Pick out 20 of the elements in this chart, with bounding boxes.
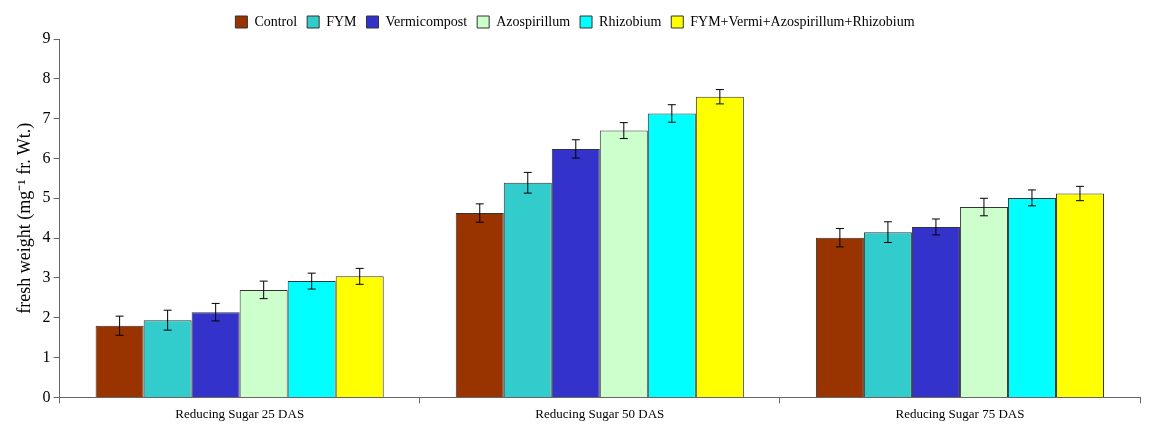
legend-label: FYM+Vermi+Azospirillum+Rhizobium <box>690 13 915 29</box>
y-tick-label: 0 <box>42 387 51 405</box>
x-tick-label: Reducing Sugar 75 DAS <box>895 405 1025 421</box>
y-tick-label: 4 <box>42 228 51 246</box>
legend-label: Rhizobium <box>599 13 662 29</box>
y-tick-label: 3 <box>42 268 51 286</box>
x-tick-label: Reducing Sugar 50 DAS <box>535 405 665 421</box>
legend-label: FYM <box>326 13 358 29</box>
y-tick-label: 2 <box>42 307 51 325</box>
y-tick-label: 6 <box>42 148 51 166</box>
legend-label: Vermicompost <box>385 13 468 29</box>
y-tick-label: 5 <box>42 188 51 206</box>
y-tick-label: 9 <box>42 29 51 47</box>
x-tick-label: Reducing Sugar 25 DAS <box>175 405 305 421</box>
y-tick-label: 1 <box>42 347 51 365</box>
legend-label: Control <box>254 13 298 29</box>
y-tick-label: 7 <box>42 108 51 126</box>
y-axis-title: fresh weight (mg⁻¹ fr. Wt.) <box>13 122 35 314</box>
legend-label: Azospirillum <box>496 13 571 29</box>
y-tick-label: 8 <box>42 69 51 87</box>
